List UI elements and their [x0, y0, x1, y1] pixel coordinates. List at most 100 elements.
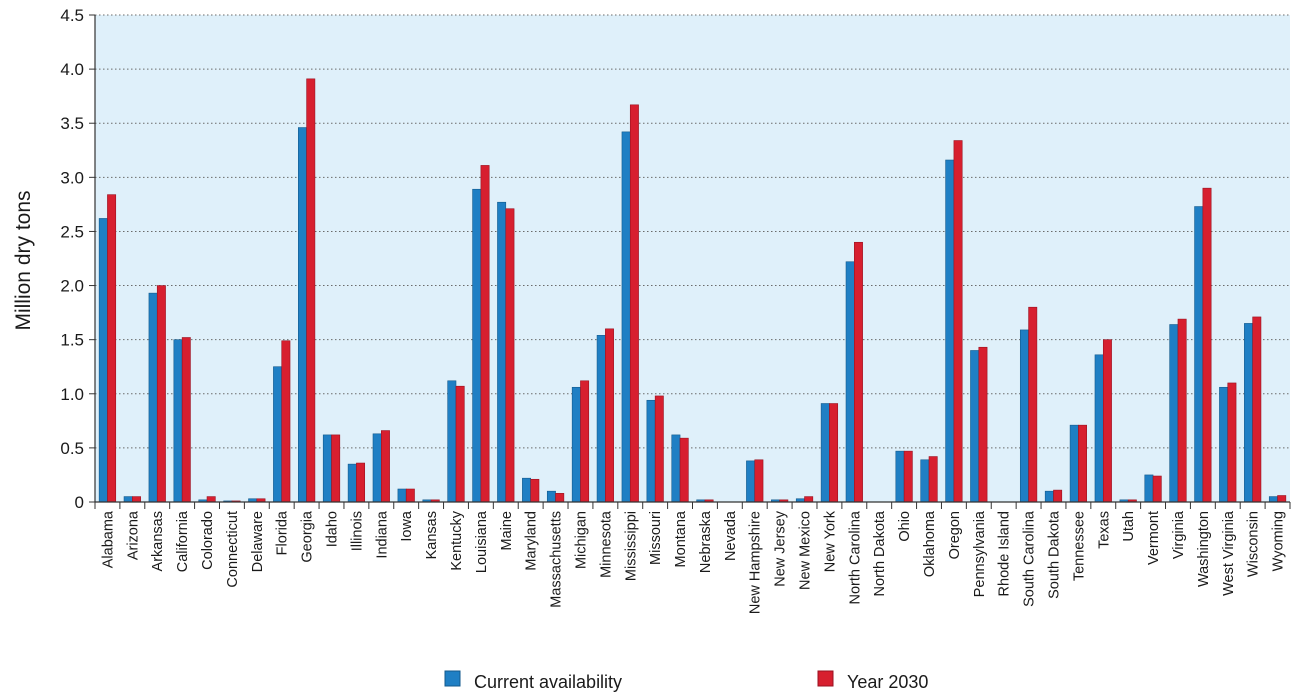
bar-current-idaho: [322, 434, 332, 503]
bar-current-mississippi: [621, 131, 631, 503]
bar-current-south-dakota: [1044, 490, 1054, 503]
x-tick-label: Virginia: [1171, 510, 1187, 559]
y-tick-label: 4.5: [60, 6, 84, 25]
bar-2030-alabama: [107, 194, 117, 503]
bar-2030-illinois: [356, 462, 366, 503]
bar-current-vermont: [1144, 474, 1154, 503]
x-tick-label: North Carolina: [847, 510, 863, 604]
bar-current-north-carolina: [845, 261, 855, 503]
axes: [94, 15, 1291, 509]
x-tick-label: Illinois: [349, 511, 365, 551]
x-tick-label: Pennsylvania: [972, 510, 988, 597]
x-tick-label: Texas: [1096, 511, 1112, 549]
bar-2030-north-carolina: [854, 241, 863, 503]
bar-current-illinois: [347, 463, 357, 503]
x-tick-label: Oregon: [947, 511, 963, 559]
bar-current-texas: [1094, 354, 1104, 503]
x-tick-label: Arizona: [125, 510, 141, 560]
bar-2030-wisconsin: [1252, 316, 1262, 503]
bar-current-west-virginia: [1219, 386, 1229, 503]
bar-2030-arizona: [132, 496, 141, 503]
bars: [98, 78, 1287, 503]
x-tick-label: Georgia: [300, 510, 316, 563]
y-tick-label: 1.0: [60, 385, 84, 404]
bar-current-oklahoma: [920, 459, 930, 503]
bar-current-oregon: [945, 159, 955, 503]
legend-label: Current availability: [474, 672, 622, 692]
bar-2030-south-carolina: [1028, 306, 1038, 503]
bar-2030-oregon: [953, 140, 963, 503]
x-tick-label: Oklahoma: [922, 510, 938, 577]
x-tick-label: Kansas: [424, 511, 440, 559]
bar-2030-maine: [505, 208, 515, 503]
x-tick-label: Colorado: [200, 511, 216, 570]
bar-current-virginia: [1169, 324, 1179, 503]
bar-2030-kentucky: [455, 385, 465, 503]
bar-current-tennessee: [1069, 424, 1079, 503]
bar-2030-georgia: [306, 78, 316, 503]
bar-current-louisiana: [472, 188, 482, 503]
bar-2030-colorado: [206, 496, 216, 503]
bar-2030-west-virginia: [1227, 382, 1237, 503]
bar-current-arkansas: [148, 292, 158, 503]
x-tick-label: Wisconsin: [1246, 511, 1262, 577]
legend-swatch: [444, 670, 461, 687]
y-tick-label: 0: [75, 493, 84, 512]
y-tick-label: 2.0: [60, 277, 84, 296]
bar-current-arizona: [123, 496, 133, 503]
x-tick-label: New Jersey: [773, 510, 789, 586]
x-tick-label: Maine: [499, 511, 515, 551]
x-tick-label: North Dakota: [872, 510, 888, 596]
bar-current-massachusetts: [546, 490, 556, 503]
x-tick-label: Washington: [1196, 511, 1212, 587]
x-tick-label: New Mexico: [798, 511, 814, 590]
bar-current-indiana: [372, 433, 382, 503]
x-tick-label: Nebraska: [698, 510, 714, 573]
x-tick-label: Iowa: [399, 510, 415, 542]
bar-2030-arkansas: [156, 285, 166, 503]
bar-2030-texas: [1102, 339, 1112, 503]
bar-2030-virginia: [1177, 318, 1187, 503]
bar-current-florida: [273, 366, 283, 503]
x-tick-label: Ohio: [897, 511, 913, 542]
bar-current-missouri: [646, 399, 656, 503]
y-tick-label: 4.0: [60, 60, 84, 79]
x-tick-label: Indiana: [374, 510, 390, 559]
x-tick-label: Minnesota: [598, 510, 614, 578]
bar-current-california: [173, 339, 183, 503]
bar-2030-new-york: [829, 403, 839, 503]
bar-2030-pennsylvania: [978, 346, 988, 503]
x-tick-label: Delaware: [250, 511, 266, 572]
bar-current-washington: [1194, 206, 1204, 503]
x-tick-label: Kentucky: [449, 510, 465, 570]
legend-label: Year 2030: [847, 672, 928, 692]
x-tick-label: Missouri: [648, 511, 664, 565]
bar-2030-maryland: [530, 478, 540, 503]
bar-2030-louisiana: [480, 165, 490, 503]
bar-2030-iowa: [405, 488, 415, 503]
bar-2030-michigan: [580, 380, 590, 503]
x-tick-label: California: [175, 510, 191, 572]
bar-2030-wyoming: [1277, 495, 1287, 503]
x-tick-label: Wyoming: [1271, 511, 1287, 571]
x-tick-label: Rhode Island: [997, 511, 1013, 596]
x-tick-labels: Alabama Arizona Arkansas California Colorado…: [100, 510, 1286, 614]
bar-current-maryland: [522, 477, 531, 503]
x-tick-label: Maryland: [524, 511, 540, 571]
bar-current-maine: [497, 201, 507, 503]
y-tick-label: 0.5: [60, 439, 84, 458]
x-tick-label: Florida: [275, 510, 291, 555]
bar-current-kentucky: [447, 380, 457, 503]
plot-area: [95, 15, 1290, 502]
bar-current-ohio: [895, 450, 905, 503]
y-axis-label: Million dry tons: [12, 190, 35, 330]
y-tick-label: 2.5: [60, 222, 84, 241]
x-tick-label: Tennessee: [1071, 511, 1087, 581]
legend: Current availability Year 2030: [444, 670, 928, 692]
x-tick-label: Vermont: [1146, 511, 1162, 565]
x-tick-label: Utah: [1121, 511, 1137, 542]
bar-2030-vermont: [1152, 475, 1162, 503]
x-tick-label: South Dakota: [1046, 510, 1062, 599]
